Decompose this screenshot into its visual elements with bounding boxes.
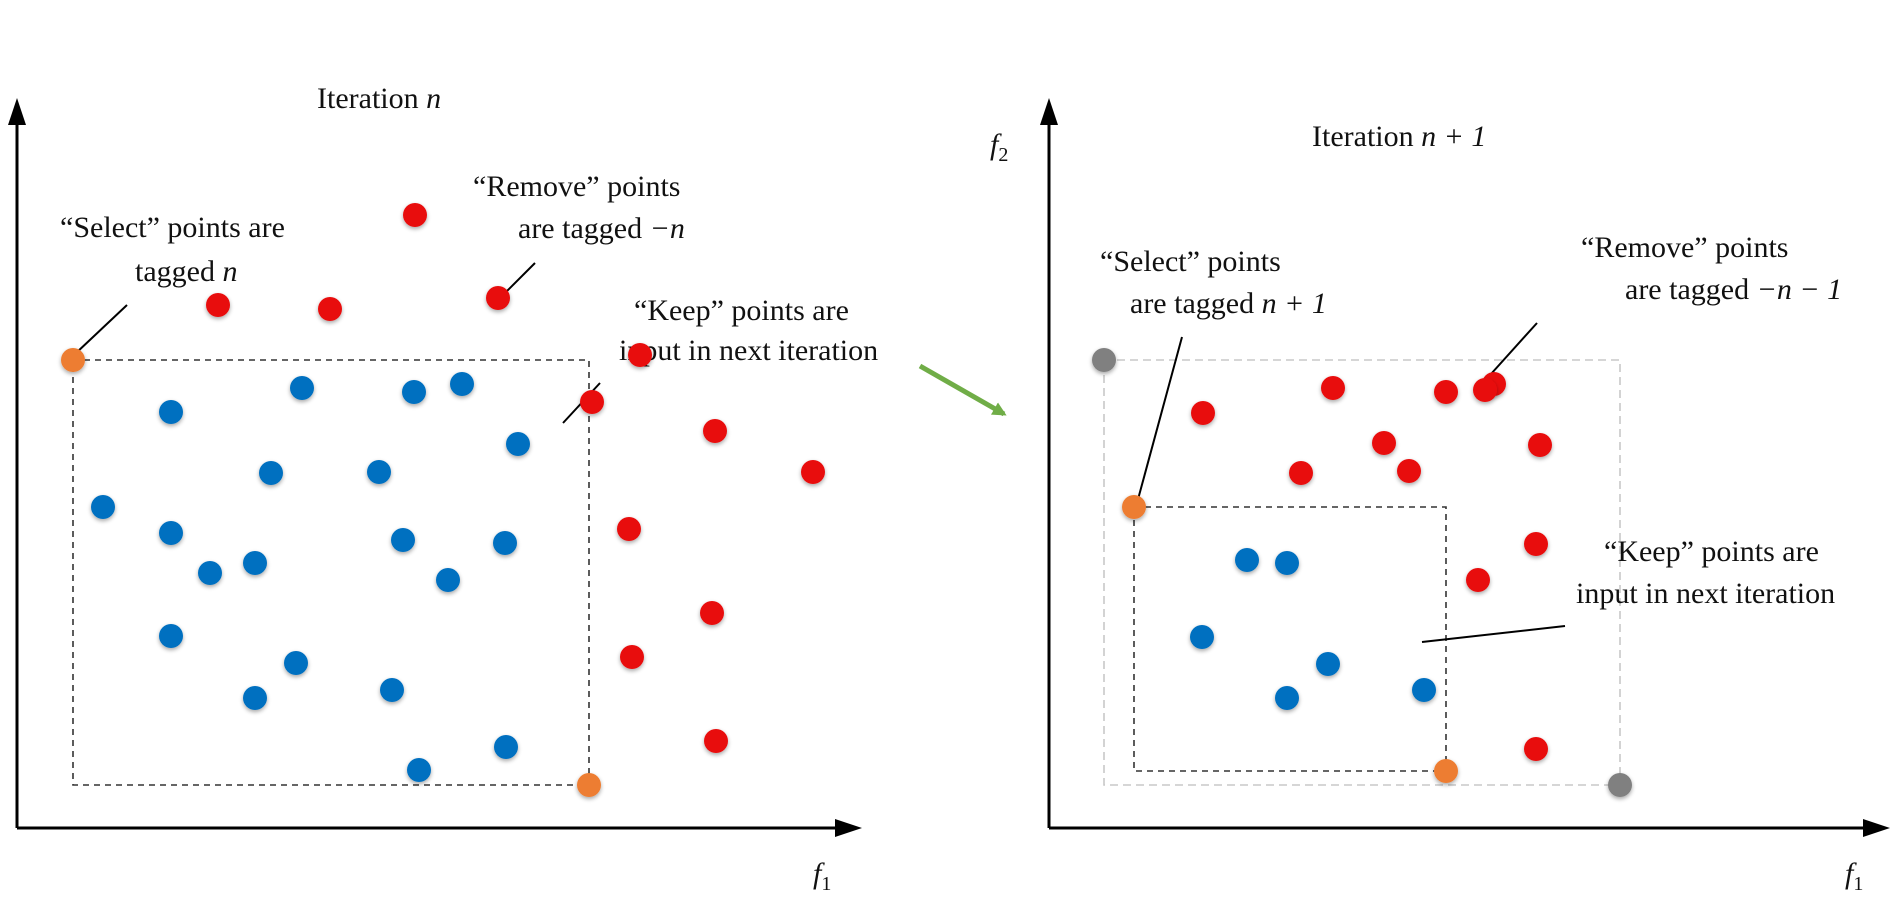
left-keep-label-line2: input in next iteration — [619, 334, 878, 367]
left-x-axis-arrowhead — [835, 819, 862, 837]
keep-point — [243, 551, 267, 575]
right-remove-label-line1: “Remove” points — [1581, 231, 1788, 264]
keep-point — [506, 432, 530, 456]
keep-point — [159, 521, 183, 545]
keep-point — [1275, 551, 1299, 575]
keep-point — [367, 460, 391, 484]
remove-point — [1321, 376, 1345, 400]
remove-point — [1473, 378, 1497, 402]
right-keep-region-box — [1133, 506, 1447, 772]
right-keep-label-line1: “Keep” points are — [1604, 535, 1819, 568]
right-x-axis-label: f1 — [1845, 857, 1863, 895]
remove-point — [206, 293, 230, 317]
left-x-axis-label: f1 — [813, 857, 831, 895]
keep-point — [1412, 678, 1436, 702]
keep-point — [436, 568, 460, 592]
keep-point — [493, 531, 517, 555]
right-points — [1092, 348, 1632, 797]
remove-point — [617, 517, 641, 541]
right-select-label-line2: are tagged n + 1 — [1130, 287, 1327, 320]
keep-point — [1235, 548, 1259, 572]
remove-point — [403, 203, 427, 227]
left-panel: Iteration n f1 “Select” points are tagge… — [8, 82, 878, 895]
keep-point — [159, 624, 183, 648]
remove-point — [703, 419, 727, 443]
remove-point — [801, 460, 825, 484]
keep-point — [1316, 652, 1340, 676]
remove-point — [580, 390, 604, 414]
keep-point — [243, 686, 267, 710]
select-point — [1434, 759, 1458, 783]
keep-point — [407, 758, 431, 782]
keep-point — [198, 561, 222, 585]
left-title: Iteration n — [317, 82, 441, 115]
remove-point — [628, 343, 652, 367]
keep-point — [402, 380, 426, 404]
left-remove-label-line2: are tagged −n — [518, 212, 685, 245]
remove-point — [700, 601, 724, 625]
select-point — [577, 773, 601, 797]
right-keep-leader-line — [1421, 625, 1566, 643]
remove-point — [1397, 459, 1421, 483]
prior-select-point — [1608, 773, 1632, 797]
remove-point — [486, 286, 510, 310]
keep-point — [391, 528, 415, 552]
remove-point — [1372, 431, 1396, 455]
left-remove-leader-line — [501, 262, 536, 297]
right-remove-label-line2: are tagged −n − 1 — [1625, 273, 1842, 306]
keep-point — [1190, 625, 1214, 649]
select-point — [61, 348, 85, 372]
keep-point — [494, 735, 518, 759]
left-points — [61, 203, 825, 797]
left-select-leader-line — [74, 304, 128, 355]
remove-point — [1191, 401, 1215, 425]
left-select-label-line2: tagged n — [135, 255, 237, 288]
keep-point — [159, 400, 183, 424]
keep-point — [284, 651, 308, 675]
remove-point — [318, 297, 342, 321]
remove-point — [620, 645, 644, 669]
right-keep-label-line2: input in next iteration — [1576, 577, 1835, 610]
right-previous-region-box — [1103, 359, 1621, 786]
left-y-axis-arrowhead — [8, 98, 26, 125]
remove-point — [1528, 433, 1552, 457]
remove-point — [1434, 380, 1458, 404]
right-y-axis-label: f2 — [990, 128, 1008, 166]
right-remove-leader-line — [1490, 322, 1538, 375]
right-title: Iteration n + 1 — [1312, 120, 1486, 153]
remove-point — [1289, 461, 1313, 485]
keep-point — [1275, 686, 1299, 710]
remove-point — [704, 729, 728, 753]
remove-point — [1524, 737, 1548, 761]
right-select-label-line1: “Select” points — [1100, 245, 1281, 278]
keep-point — [290, 376, 314, 400]
keep-point — [91, 495, 115, 519]
left-keep-region-box — [72, 359, 590, 786]
prior-select-point — [1092, 348, 1116, 372]
left-keep-label-line1: “Keep” points are — [634, 294, 849, 327]
keep-point — [380, 678, 404, 702]
remove-point — [1524, 532, 1548, 556]
right-select-leader-line — [1136, 336, 1183, 504]
keep-point — [450, 372, 474, 396]
left-select-label-line1: “Select” points are — [60, 211, 285, 244]
right-y-axis-arrowhead — [1040, 98, 1058, 125]
keep-point — [259, 461, 283, 485]
right-x-axis-arrowhead — [1863, 819, 1890, 837]
right-panel: f2 Iteration n + 1 f1 “Select” points ar… — [990, 98, 1890, 895]
transition-arrow — [918, 363, 1007, 417]
select-point — [1122, 495, 1146, 519]
remove-point — [1466, 568, 1490, 592]
left-remove-label-line1: “Remove” points — [473, 170, 680, 203]
